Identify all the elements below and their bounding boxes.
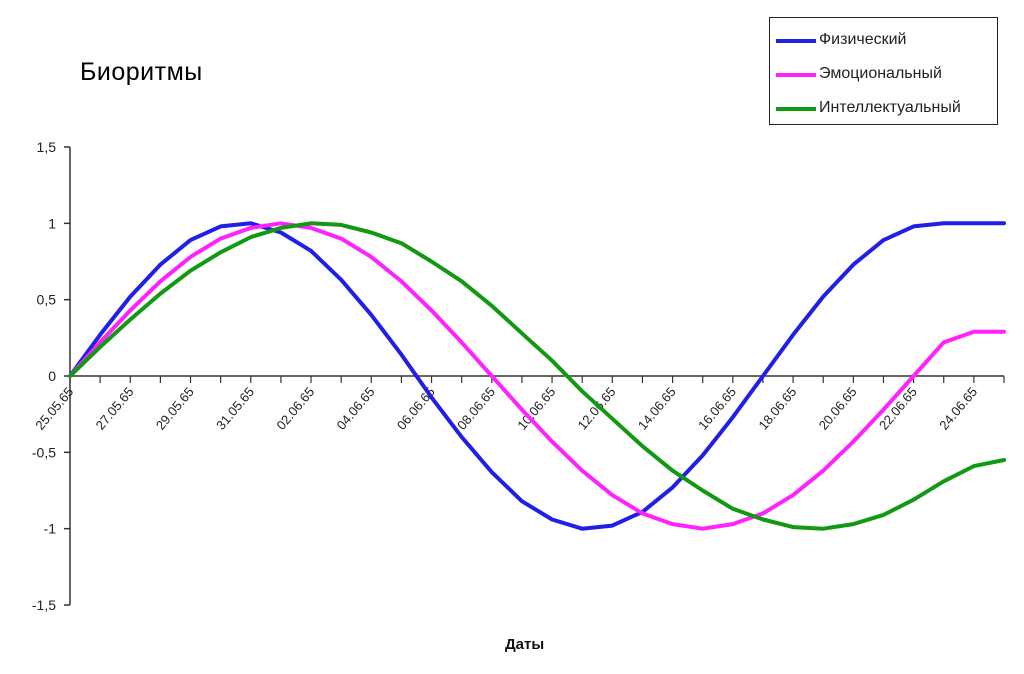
x-tick-label: 16.06.65 <box>695 384 739 432</box>
legend-label-intellectual: Интеллектуальный <box>819 99 961 116</box>
y-tick-label: 1 <box>48 215 56 231</box>
y-tick-label: 0,5 <box>37 292 57 308</box>
series-line-intellectual <box>68 221 1006 531</box>
x-tick-label: 20.06.65 <box>816 384 860 432</box>
x-tick-label: 31.05.65 <box>213 384 257 432</box>
legend-label-physical: Физический <box>819 31 907 48</box>
legend-swatch-physical <box>776 39 816 43</box>
x-tick-label: 18.06.65 <box>755 384 799 432</box>
legend-swatch-intellectual <box>776 107 816 111</box>
legend-label-emotional: Эмоциональный <box>819 65 942 82</box>
legend-item-intellectual: Интеллектуальный <box>770 96 997 120</box>
series-lines <box>68 221 1006 531</box>
series-line-emotional <box>68 221 1006 531</box>
legend: Физический Эмоциональный Интеллектуальны… <box>769 17 998 125</box>
y-tick-label: 0 <box>48 368 56 384</box>
x-tick-label: 27.05.65 <box>93 384 137 432</box>
y-tick-label: -1 <box>44 521 57 537</box>
legend-swatch-emotional <box>776 73 816 77</box>
x-tick-label: 06.06.65 <box>394 384 438 432</box>
series-line-physical <box>68 221 1006 531</box>
y-tick-label: -1,5 <box>32 597 56 613</box>
x-tick-label: 14.06.65 <box>635 384 679 432</box>
x-tick-label: 04.06.65 <box>334 384 378 432</box>
x-tick-label: 29.05.65 <box>153 384 197 432</box>
x-tick-label: 24.06.65 <box>936 384 980 432</box>
y-axis: 1,5 1 0,5 0 -0,5 -1 -1,5 <box>32 139 71 613</box>
x-tick-label: 08.06.65 <box>454 384 498 432</box>
x-axis-title: Даты <box>505 636 545 653</box>
chart-title: Биоритмы <box>80 58 203 86</box>
legend-item-emotional: Эмоциональный <box>770 62 997 86</box>
y-tick-label: -0,5 <box>32 444 56 460</box>
y-tick-label: 1,5 <box>37 139 57 155</box>
x-tick-label: 02.06.65 <box>273 384 317 432</box>
legend-item-physical: Физический <box>770 28 997 52</box>
